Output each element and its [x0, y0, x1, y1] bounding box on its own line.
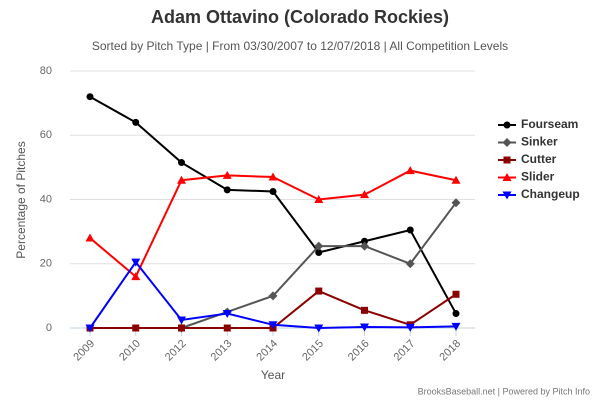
data-point: [315, 249, 323, 257]
data-point: [360, 323, 369, 332]
x-tick-label: 2013: [209, 338, 235, 364]
x-tick-label: 2010: [117, 338, 143, 364]
data-point: [178, 324, 185, 332]
y-tick-label: 40: [40, 193, 52, 205]
data-point: [406, 226, 414, 234]
y-tick-label: 0: [46, 322, 52, 334]
x-tick-label: 2012: [163, 338, 189, 364]
legend-marker: [502, 173, 512, 181]
data-point: [86, 93, 94, 101]
chart-title: Adam Ottavino (Colorado Rockies): [151, 7, 449, 27]
data-point: [132, 118, 140, 126]
data-point: [452, 310, 460, 318]
series-line: [181, 202, 457, 329]
y-tick-label: 20: [40, 258, 52, 270]
data-point: [405, 259, 415, 269]
x-tick-label: 2015: [300, 338, 326, 364]
data-point: [360, 241, 369, 251]
y-tick-label: 60: [40, 129, 52, 141]
legend-marker: [503, 121, 511, 129]
data-point: [177, 316, 186, 325]
data-point: [314, 195, 324, 203]
x-tick-label: 2017: [392, 338, 418, 364]
credit: BrooksBaseball.net | Powered by Pitch In…: [418, 386, 590, 396]
data-point: [222, 170, 232, 179]
legend-label: Changeup: [521, 187, 580, 201]
data-point: [268, 172, 278, 181]
data-point: [268, 291, 278, 301]
data-point: [85, 324, 95, 333]
x-tick-label: 2009: [71, 338, 97, 364]
legend-marker: [502, 191, 512, 200]
data-point: [361, 306, 368, 314]
data-point: [451, 198, 461, 208]
legend-label: Sinker: [521, 135, 558, 149]
legend-label: Fourseam: [521, 117, 578, 131]
data-point: [132, 324, 140, 332]
chart-subtitle: Sorted by Pitch Type | From 03/30/2007 t…: [92, 39, 508, 53]
data-point: [315, 287, 323, 295]
data-point: [451, 175, 461, 184]
data-point: [268, 321, 278, 330]
data-point: [223, 186, 231, 194]
data-point: [131, 272, 141, 281]
legend-marker: [503, 156, 511, 164]
x-tick-label: 2016: [346, 338, 372, 364]
x-axis-title: Year: [261, 368, 285, 382]
legend-label: Slider: [521, 170, 555, 184]
data-point: [314, 241, 324, 251]
x-tick-label: 2014: [254, 338, 280, 364]
data-point: [405, 166, 415, 175]
series-line: [89, 95, 457, 315]
data-point: [222, 310, 232, 319]
data-point: [223, 324, 231, 332]
y-tick-label: 80: [40, 65, 52, 77]
data-point: [360, 190, 369, 199]
data-point: [85, 233, 95, 242]
data-point: [405, 323, 415, 332]
data-point: [177, 175, 186, 184]
y-axis-title: Percentage of Pitches: [14, 141, 28, 258]
data-point: [314, 324, 324, 333]
data-point: [452, 290, 460, 298]
data-point: [361, 237, 368, 245]
data-point: [131, 258, 141, 267]
legend-label: Cutter: [521, 152, 557, 166]
data-point: [451, 322, 461, 331]
x-tick-label: 2018: [437, 338, 463, 364]
legend-marker: [502, 138, 512, 147]
data-point: [269, 187, 277, 195]
data-point: [178, 159, 185, 167]
